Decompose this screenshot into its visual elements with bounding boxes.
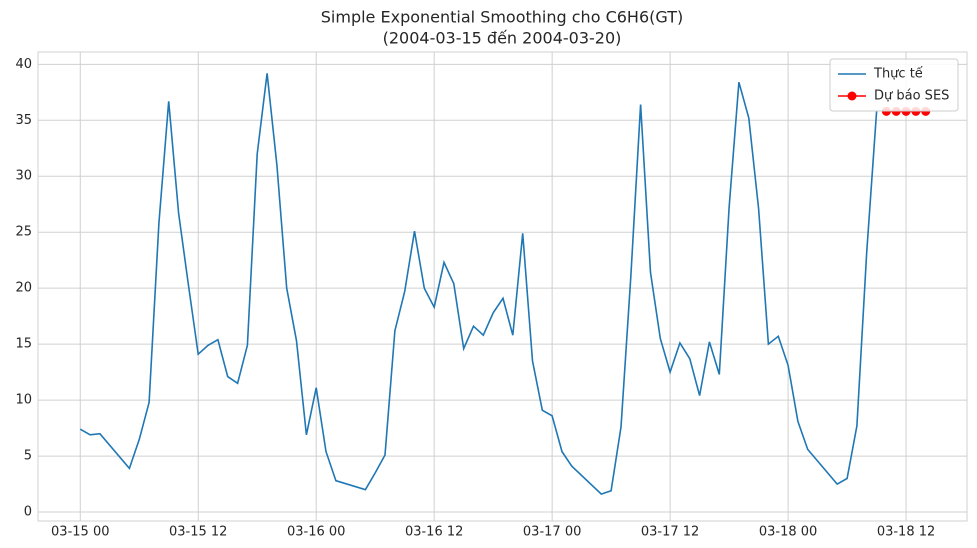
chart-subtitle: (2004-03-15 đến 2004-03-20) — [383, 29, 622, 48]
x-tick-label: 03-16 12 — [405, 525, 463, 540]
x-tick-label: 03-18 00 — [759, 525, 817, 540]
x-tick-label: 03-17 12 — [641, 525, 699, 540]
x-tick-label: 03-17 00 — [523, 525, 581, 540]
x-tick-label: 03-16 00 — [287, 525, 345, 540]
y-tick-label: 40 — [15, 57, 32, 72]
y-tick-label: 30 — [15, 169, 32, 184]
legend: Thực tế Dự báo SES — [829, 58, 959, 112]
chart-title: Simple Exponential Smoothing cho C6H6(GT… — [321, 8, 683, 27]
legend-label: Thực tế — [873, 67, 923, 82]
x-tick-label: 03-15 00 — [51, 525, 109, 540]
legend-box — [829, 58, 959, 112]
legend-label: Dự báo SES — [874, 89, 949, 104]
y-tick-label: 35 — [15, 113, 32, 128]
y-tick-label: 10 — [15, 393, 32, 408]
y-tick-label: 25 — [15, 225, 32, 240]
plot-frame — [37, 51, 968, 522]
y-tick-label: 0 — [24, 505, 32, 520]
x-tick-label: 03-18 12 — [877, 525, 935, 540]
y-tick-label: 5 — [24, 449, 32, 464]
y-tick-label: 20 — [15, 281, 32, 296]
legend-marker — [847, 91, 857, 101]
series-line — [79, 73, 878, 496]
x-tick-label: 03-15 12 — [169, 525, 227, 540]
y-tick-label: 15 — [15, 337, 32, 352]
